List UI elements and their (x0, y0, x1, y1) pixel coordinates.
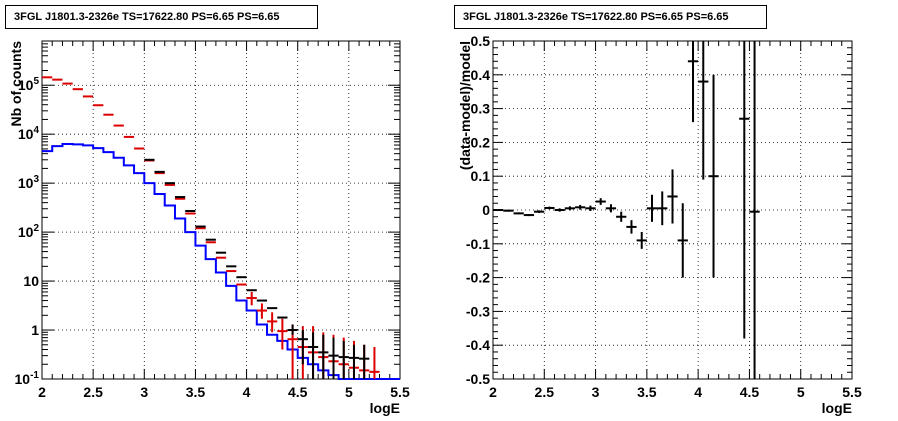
left-y-tick-label: 103 (18, 174, 40, 191)
left-x-tick-label: 2 (38, 384, 46, 400)
left-chart-title: 3FGL J1801.3-2326e TS=17622.80 PS=6.65 P… (5, 5, 318, 29)
right-x-tick-label: 5.5 (842, 384, 862, 400)
right-y-tick-label: -0.1 (466, 236, 490, 252)
left-y-axis-label: Nb of counts (8, 41, 24, 127)
right-x-tick-label: 2 (489, 384, 497, 400)
left-y-tick-label: 10-1 (15, 370, 40, 387)
left-y-tick-label: 105 (18, 76, 40, 93)
right-x-tick-label: 3 (592, 384, 600, 400)
right-y-tick-label: -0.4 (466, 337, 490, 353)
left-plot-frame (41, 40, 401, 380)
right-x-tick-label: 4 (694, 384, 702, 400)
left-x-tick-label: 5.5 (390, 384, 410, 400)
right-x-tick-label: 2.5 (535, 384, 555, 400)
right-y-tick-label: 0.1 (471, 168, 491, 184)
left-y-tick-label: 102 (18, 223, 40, 240)
right-y-tick-label: 0 (482, 202, 490, 218)
right-y-axis-label: (data-model)/model (457, 41, 473, 170)
right-y-tick-label: -0.2 (466, 270, 490, 286)
right-y-tick-label: 0.2 (471, 134, 491, 150)
right-y-tick-label: -0.3 (466, 303, 490, 319)
left-x-axis-label: logE (370, 400, 400, 416)
right-y-tick-label: -0.5 (466, 371, 490, 387)
right-y-tick-label: 0.3 (471, 101, 491, 117)
left-x-tick-label: 4.5 (288, 384, 308, 400)
left-x-tick-label: 2.5 (83, 384, 103, 400)
right-x-axis-label: logE (822, 400, 852, 416)
right-chart-title: 3FGL J1801.3-2326e TS=17622.80 PS=6.65 P… (454, 5, 767, 29)
right-y-tick-label: 0.4 (471, 67, 491, 83)
left-y-tick-label: 10 (23, 273, 39, 289)
right-x-tick-label: 3.5 (637, 384, 657, 400)
right-y-tick-label: 0.5 (471, 33, 491, 49)
left-x-tick-label: 3.5 (186, 384, 206, 400)
left-y-tick-label: 1 (31, 322, 39, 338)
left-x-tick-label: 3 (140, 384, 148, 400)
right-x-tick-label: 5 (797, 384, 805, 400)
left-x-tick-label: 5 (345, 384, 353, 400)
left-y-tick-label: 104 (18, 125, 40, 142)
model-histogram-line (42, 143, 400, 380)
left-x-tick-label: 4 (243, 384, 251, 400)
right-x-tick-label: 4.5 (740, 384, 760, 400)
